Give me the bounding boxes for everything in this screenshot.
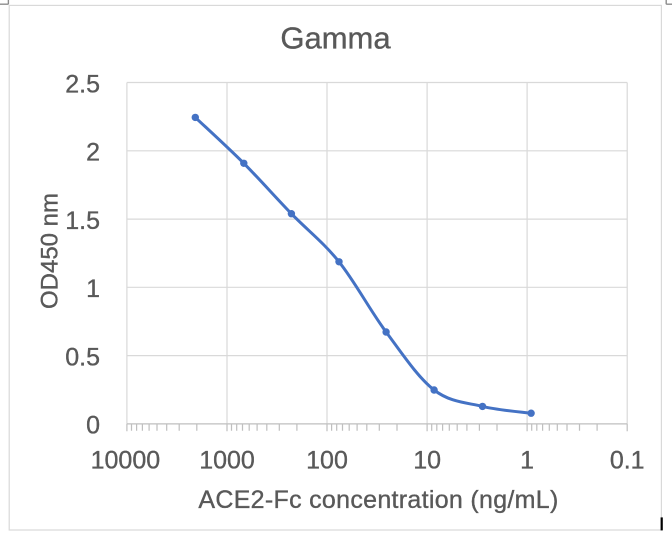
- svg-text:1000: 1000: [199, 446, 255, 474]
- svg-text:ACE2-Fc concentration (ng/mL): ACE2-Fc concentration (ng/mL): [198, 486, 558, 514]
- svg-text:OD450 nm: OD450 nm: [37, 193, 64, 309]
- svg-text:10: 10: [413, 446, 441, 474]
- svg-text:2.5: 2.5: [65, 70, 100, 98]
- svg-text:10000: 10000: [91, 446, 161, 474]
- svg-text:Gamma: Gamma: [280, 21, 391, 56]
- svg-text:1: 1: [520, 446, 534, 474]
- svg-text:1: 1: [86, 275, 100, 303]
- svg-text:100: 100: [306, 446, 348, 474]
- svg-text:0.5: 0.5: [65, 343, 100, 371]
- svg-text:2: 2: [86, 139, 100, 167]
- svg-text:0.1: 0.1: [610, 446, 645, 474]
- svg-text:1.5: 1.5: [65, 207, 100, 235]
- svg-text:0: 0: [86, 412, 100, 440]
